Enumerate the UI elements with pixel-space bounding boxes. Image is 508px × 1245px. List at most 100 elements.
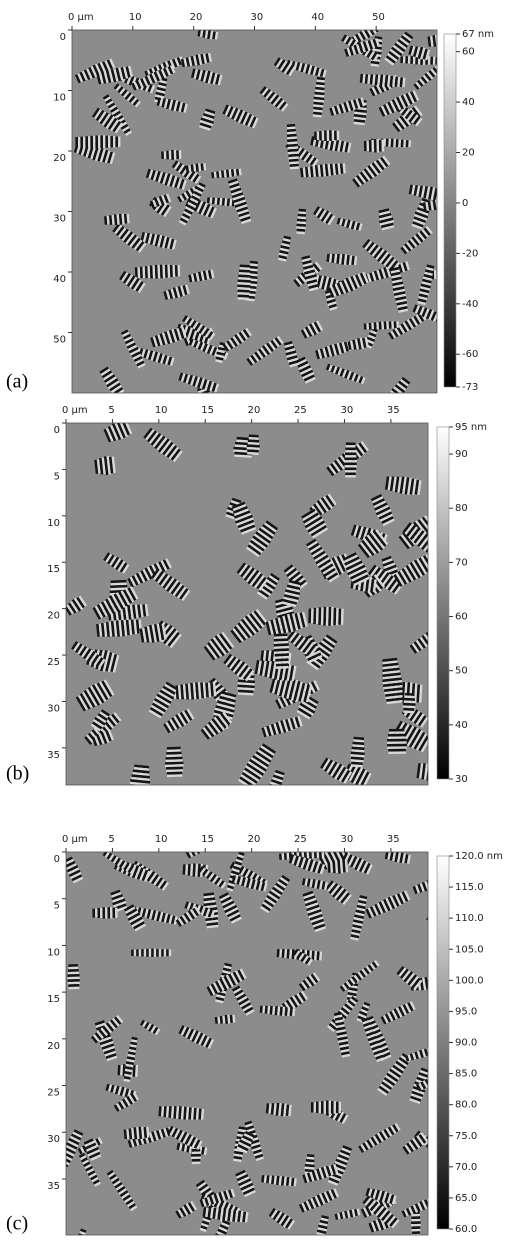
stripe	[386, 396, 396, 405]
stripe	[308, 608, 311, 623]
stripe	[112, 908, 115, 918]
stripe	[381, 322, 384, 330]
stripe	[371, 140, 374, 152]
stripe	[169, 949, 171, 956]
stripe	[68, 982, 80, 985]
stripe	[334, 1101, 336, 1114]
colorbar-tick-label: 90.0	[455, 1038, 477, 1049]
stripe	[388, 751, 406, 754]
stripe	[333, 608, 336, 626]
stripe	[68, 964, 78, 967]
stripe	[344, 460, 356, 462]
stripe	[313, 608, 316, 624]
stripe	[321, 1101, 324, 1114]
stripe	[388, 734, 406, 737]
stripe	[437, 199, 441, 210]
stripe	[216, 833, 222, 841]
x-tick-label: 0 μm	[62, 834, 88, 845]
stripe	[170, 265, 173, 277]
stripe	[175, 265, 178, 276]
stripe	[156, 949, 159, 957]
stripe	[384, 321, 387, 329]
stripe	[176, 150, 179, 159]
panel-label: (a)	[6, 371, 28, 393]
colorbar-tick-label: 65.0	[455, 1193, 477, 1204]
stripe	[192, 1159, 201, 1162]
stripe	[388, 139, 391, 147]
stripe	[374, 139, 377, 153]
stripe	[56, 1163, 67, 1170]
colorbar-tick-label: 80	[455, 503, 468, 514]
stripe	[141, 949, 144, 956]
stripe	[137, 267, 140, 278]
stripe	[316, 1237, 324, 1241]
stripe	[337, 131, 340, 140]
stripe	[105, 907, 108, 918]
stripe	[218, 832, 224, 840]
stripe	[465, 930, 470, 938]
stripe	[110, 907, 113, 918]
stripe	[388, 736, 406, 739]
x-tick-label: 40	[311, 12, 324, 23]
colorbar	[437, 856, 449, 1229]
stripe	[249, 434, 259, 437]
y-tick-label: 20	[47, 611, 60, 622]
stripe	[90, 136, 93, 148]
stripe	[345, 452, 356, 455]
y-tick-label: 35	[47, 750, 60, 761]
stripe	[431, 763, 436, 782]
stripe	[344, 465, 356, 467]
stripe	[427, 1141, 435, 1150]
stripe	[328, 607, 331, 626]
stripe	[68, 969, 79, 972]
stripe	[381, 140, 384, 152]
stripe	[344, 462, 356, 465]
stripe	[98, 135, 100, 148]
stripe	[103, 135, 105, 148]
stripe	[200, 394, 213, 401]
stripe	[460, 928, 466, 937]
stripe	[457, 196, 461, 206]
colorbar-tick-label: 60	[455, 612, 468, 623]
y-tick-label: 35	[47, 1181, 60, 1192]
stripe	[345, 472, 355, 475]
colorbar-tick-label: 20	[462, 148, 475, 159]
stripe	[431, 878, 437, 888]
stripe	[314, 1102, 316, 1112]
afm-image	[63, 418, 458, 811]
stripe	[341, 609, 344, 625]
y-tick-label: 5	[54, 471, 60, 482]
stripe	[449, 1066, 455, 1074]
stripe	[166, 151, 169, 160]
y-tick-label: 30	[47, 1134, 60, 1145]
stripe	[345, 470, 356, 472]
stripe	[331, 1101, 334, 1114]
stripe	[345, 447, 355, 450]
stripe	[209, 415, 221, 422]
stripe	[100, 135, 103, 148]
stripe	[389, 321, 392, 328]
stripe	[393, 139, 396, 148]
x-tick-label: 25	[294, 405, 307, 416]
stripe	[192, 1149, 201, 1152]
stripe	[317, 132, 320, 140]
stripe	[68, 972, 79, 975]
stripe	[131, 950, 134, 956]
stripe	[456, 269, 459, 278]
stripe	[265, 796, 277, 802]
stripe	[95, 909, 98, 918]
stripe	[115, 136, 118, 147]
stripe	[88, 136, 90, 147]
stripe	[366, 323, 369, 329]
x-tick-label: 5	[108, 834, 114, 845]
stripe	[387, 741, 407, 744]
stripe	[68, 987, 79, 990]
stripe	[75, 137, 78, 147]
y-tick-label: 50	[53, 335, 66, 346]
y-tick-label: 5	[54, 901, 60, 912]
stripe	[247, 449, 258, 452]
stripe	[389, 731, 404, 734]
stripe	[279, 854, 282, 860]
stripe	[239, 270, 250, 273]
x-tick-label: 20	[248, 405, 261, 416]
